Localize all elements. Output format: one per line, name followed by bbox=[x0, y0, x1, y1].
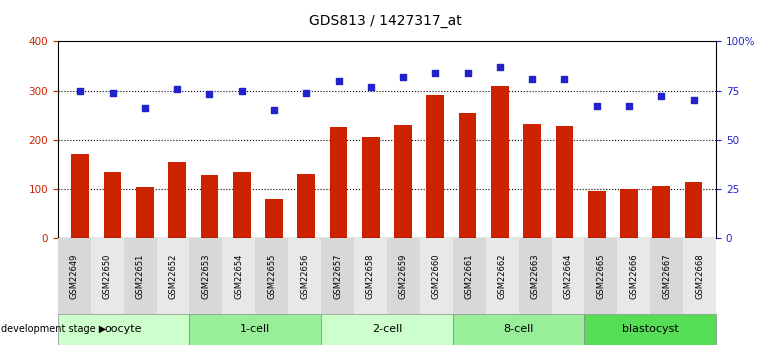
Point bbox=[655, 94, 668, 99]
Point bbox=[688, 98, 700, 103]
Point bbox=[74, 88, 86, 93]
Point bbox=[236, 88, 248, 93]
Point bbox=[526, 76, 538, 81]
Text: GSM22662: GSM22662 bbox=[497, 253, 507, 299]
Point bbox=[300, 90, 313, 95]
Bar bbox=[330, 127, 347, 238]
Bar bbox=[297, 174, 315, 238]
Bar bbox=[169, 162, 186, 238]
Text: GSM22657: GSM22657 bbox=[333, 253, 342, 299]
Point bbox=[333, 78, 345, 83]
Text: GSM22649: GSM22649 bbox=[70, 253, 79, 299]
Bar bbox=[524, 124, 541, 238]
Bar bbox=[394, 125, 412, 238]
Text: GSM22667: GSM22667 bbox=[662, 253, 671, 299]
Point bbox=[623, 104, 635, 109]
Text: 8-cell: 8-cell bbox=[504, 325, 534, 334]
Bar bbox=[200, 175, 219, 238]
Point bbox=[494, 64, 506, 70]
Point bbox=[106, 90, 119, 95]
Point bbox=[461, 70, 474, 76]
Text: GDS813 / 1427317_at: GDS813 / 1427317_at bbox=[309, 14, 461, 28]
Text: GSM22653: GSM22653 bbox=[202, 253, 210, 299]
Text: GSM22668: GSM22668 bbox=[695, 253, 704, 299]
Point bbox=[171, 86, 183, 91]
Bar bbox=[588, 191, 605, 238]
Point bbox=[429, 70, 441, 76]
Text: development stage ▶: development stage ▶ bbox=[1, 325, 106, 334]
Bar bbox=[491, 86, 509, 238]
Text: oocyte: oocyte bbox=[105, 325, 142, 334]
Point bbox=[268, 107, 280, 113]
Bar bbox=[136, 187, 154, 238]
Point bbox=[139, 106, 151, 111]
Bar bbox=[72, 155, 89, 238]
Bar bbox=[685, 183, 702, 238]
Bar bbox=[265, 199, 283, 238]
Text: GSM22651: GSM22651 bbox=[136, 253, 145, 299]
Text: GSM22650: GSM22650 bbox=[102, 253, 112, 299]
Text: GSM22661: GSM22661 bbox=[465, 253, 474, 299]
Bar bbox=[104, 172, 122, 238]
Text: blastocyst: blastocyst bbox=[622, 325, 678, 334]
Bar bbox=[652, 186, 670, 238]
Point bbox=[558, 76, 571, 81]
Text: GSM22660: GSM22660 bbox=[432, 253, 440, 299]
Bar bbox=[427, 96, 444, 238]
Bar bbox=[362, 137, 380, 238]
Text: GSM22658: GSM22658 bbox=[366, 253, 375, 299]
Text: GSM22664: GSM22664 bbox=[564, 253, 572, 299]
Text: GSM22656: GSM22656 bbox=[300, 253, 309, 299]
Text: GSM22654: GSM22654 bbox=[234, 253, 243, 299]
Text: GSM22663: GSM22663 bbox=[531, 253, 540, 299]
Bar bbox=[459, 113, 477, 238]
Point bbox=[203, 92, 216, 97]
Text: 1-cell: 1-cell bbox=[240, 325, 270, 334]
Bar bbox=[620, 189, 638, 238]
Text: GSM22655: GSM22655 bbox=[267, 253, 276, 299]
Point bbox=[365, 84, 377, 89]
Point bbox=[397, 74, 409, 80]
Text: GSM22665: GSM22665 bbox=[597, 253, 605, 299]
Text: GSM22659: GSM22659 bbox=[399, 253, 408, 299]
Bar bbox=[233, 172, 250, 238]
Point bbox=[591, 104, 603, 109]
Text: 2-cell: 2-cell bbox=[372, 325, 402, 334]
Text: GSM22666: GSM22666 bbox=[629, 253, 638, 299]
Bar bbox=[555, 126, 574, 238]
Text: GSM22652: GSM22652 bbox=[169, 253, 177, 299]
